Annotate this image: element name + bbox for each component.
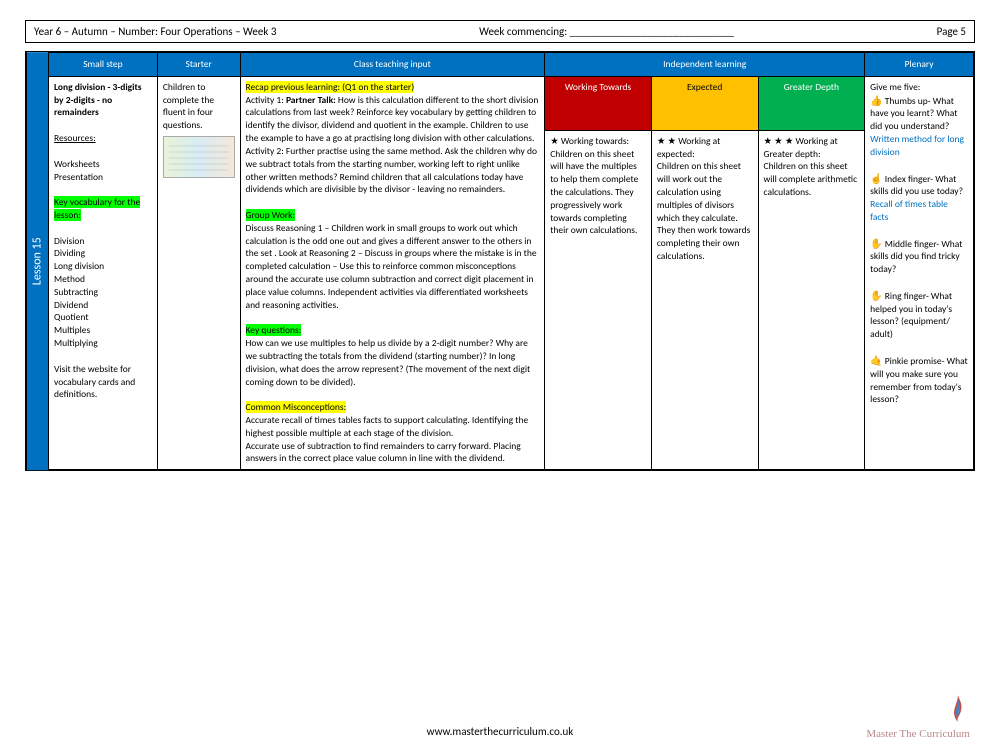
resources-label: Resources: (54, 132, 152, 145)
middle-icon: ✋ (870, 237, 882, 250)
brand-flame-icon (951, 694, 965, 722)
small-step-cell: Long division - 3-digits by 2-digits - n… (49, 76, 158, 469)
class-input-cell: Recap previous learning: (Q1 on the star… (240, 76, 545, 469)
sublevel-greater: Greater Depth (758, 76, 865, 130)
vocab-item: Dividend (54, 299, 152, 312)
footer-url: www.masterthecurriculum.co.uk (0, 725, 1000, 738)
col-small-step: Small step (49, 53, 158, 77)
ring-icon: ✋ (870, 289, 882, 302)
vocab-list: Division Dividing Long division Method S… (54, 235, 152, 350)
col-plenary: Plenary (865, 53, 974, 77)
starter-cell: Children to complete the fluent in four … (157, 76, 240, 469)
plenary-cell: Give me five: 👍 Thumbs up- What have you… (865, 76, 974, 469)
vocab-item: Method (54, 273, 152, 286)
key-questions-label: Key questions: (246, 324, 302, 336)
pinkie-icon: 🤙 (870, 354, 882, 367)
vocab-item: Subtracting (54, 286, 152, 299)
recap-label: Recap previous learning: (Q1 on the star… (246, 81, 415, 93)
plenary-thumbs: Thumbs up- What have you learnt? What di… (870, 95, 957, 133)
index-icon: ☝ (870, 172, 882, 185)
plenary-thumbs-answer: Written method for long division (870, 133, 964, 158)
header-left: Year 6 – Autumn – Number: Four Operation… (34, 25, 276, 38)
misconceptions-body: Accurate recall of times tables facts to… (246, 414, 529, 464)
fluent-in-four-thumbnail (163, 136, 235, 178)
col-class-input: Class teaching input (240, 53, 545, 77)
sublevel-row: Long division - 3-digits by 2-digits - n… (49, 76, 974, 130)
plenary-middle: Middle finger- What skills did you find … (870, 238, 962, 276)
col-starter: Starter (157, 53, 240, 77)
plenary-ring: Ring finger- What helped you in today's … (870, 290, 952, 340)
sublevel-towards: Working Towards (545, 76, 652, 130)
activity1-prefix: Activity 1: (246, 94, 286, 106)
key-questions-body: How can we use multiples to help us divi… (246, 337, 531, 387)
vocab-label: Key vocabulary for the lesson: (54, 196, 140, 221)
lesson-number-tab: Lesson 15 (26, 52, 48, 470)
greater-cell: ★ ★ ★ Working at Greater depth: Children… (758, 130, 865, 469)
thumbs-icon: 👍 (870, 94, 882, 107)
lesson-plan-frame: Lesson 15 Small step Starter Class teach… (25, 51, 975, 471)
header-mid: Week commencing: _______________________… (479, 25, 734, 38)
header-right: Page 5 (937, 25, 966, 38)
vocab-note: Visit the website for vocabulary cards a… (54, 363, 152, 401)
brand-text: Master The Curriculum (866, 728, 970, 740)
activity2-body: Activity 2: Further practise using the s… (246, 145, 537, 195)
towards-cell: ★ Working towards: Children on this shee… (545, 130, 652, 469)
vocab-item: Long division (54, 260, 152, 273)
plenary-pinkie: Pinkie promise- What will you make sure … (870, 355, 968, 405)
lesson-plan-table: Small step Starter Class teaching input … (48, 52, 974, 470)
plenary-index: Index finger- What skills did you use to… (870, 173, 963, 198)
misconceptions-label: Common Misconceptions: (246, 401, 347, 413)
group-work-body: Discuss Reasoning 1 – Children work in s… (246, 222, 537, 311)
small-step-title: Long division - 3-digits by 2-digits - n… (54, 81, 152, 119)
vocab-item: Quotient (54, 311, 152, 324)
starter-text: Children to complete the fluent in four … (163, 81, 235, 132)
group-work-label: Group Work: (246, 209, 296, 221)
page-header: Year 6 – Autumn – Number: Four Operation… (25, 20, 975, 43)
resources-list: Worksheets Presentation (54, 158, 152, 184)
plenary-intro: Give me five: (870, 81, 968, 94)
vocab-item: Multiples (54, 324, 152, 337)
vocab-item: Dividing (54, 247, 152, 260)
plenary-index-answer: Recall of times table facts (870, 198, 948, 223)
expected-cell: ★ ★ Working at expected: Children on thi… (651, 130, 758, 469)
partner-talk-label: Partner Talk: (286, 94, 336, 106)
col-independent: Independent learning (545, 53, 865, 77)
sublevel-expected: Expected (651, 76, 758, 130)
vocab-item: Division (54, 235, 152, 248)
vocab-item: Multiplying (54, 337, 152, 350)
